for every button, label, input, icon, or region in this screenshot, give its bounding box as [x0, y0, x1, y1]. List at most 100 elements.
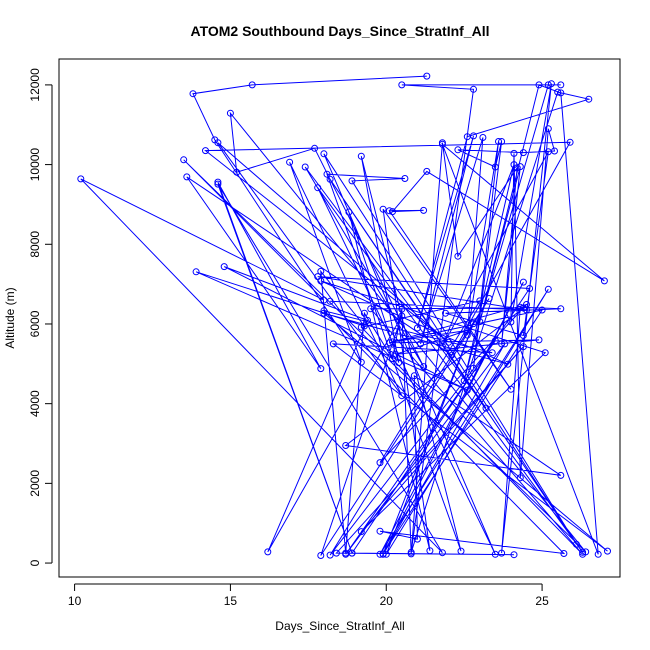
data-point [357, 152, 365, 160]
data-point [342, 550, 350, 558]
data-point [560, 550, 568, 557]
data-point [579, 548, 587, 556]
data-point [314, 184, 322, 192]
data-point [382, 550, 390, 558]
y-tick-label: 12000 [28, 68, 42, 102]
y-tick-label: 0 [28, 559, 42, 566]
data-point [413, 535, 421, 543]
series-line [80, 75, 608, 556]
data-point [594, 550, 602, 558]
data-point [600, 277, 608, 285]
data-point [183, 173, 191, 181]
data-point [438, 139, 446, 147]
x-tick-label: 20 [380, 594, 394, 608]
data-point [454, 252, 462, 260]
data-point [557, 81, 565, 89]
data-point [413, 324, 421, 332]
data-point [401, 175, 409, 182]
x-tick-label: 10 [68, 594, 82, 608]
data-point [360, 309, 368, 317]
data-point [214, 180, 222, 188]
data-point [317, 267, 325, 275]
data-point [448, 351, 456, 359]
data-point [463, 386, 471, 394]
data-point [507, 318, 515, 326]
data-point [516, 474, 524, 482]
data-point [513, 164, 521, 172]
data-point [314, 273, 322, 281]
data-point [398, 81, 406, 89]
y-axis: 0 2000 4000 6000 8000 10000 12000 [28, 68, 53, 566]
data-point [523, 306, 530, 314]
data-point [476, 297, 484, 305]
data-point [301, 163, 309, 171]
data-point [470, 132, 477, 140]
x-axis: 10 15 20 25 [68, 583, 549, 608]
data-point [286, 158, 294, 166]
data-point [579, 550, 587, 558]
data-point [360, 322, 368, 330]
data-point [510, 149, 518, 157]
data-point [423, 167, 431, 175]
data-point [248, 81, 256, 89]
data-point [332, 549, 340, 557]
data-point [454, 146, 462, 154]
data-point [442, 309, 449, 317]
data-point [398, 312, 406, 320]
y-tick-label: 10000 [28, 148, 42, 182]
data-point [376, 527, 384, 535]
data-point [495, 138, 502, 145]
data-point [220, 263, 228, 271]
data-point [417, 340, 424, 348]
data-point [519, 149, 527, 157]
data-point [192, 268, 200, 276]
data-point [348, 549, 356, 557]
data-point [77, 175, 85, 183]
data-point [385, 207, 393, 215]
data-point [214, 139, 222, 147]
data-point [544, 125, 552, 133]
data-point [519, 278, 527, 286]
data-point [398, 305, 406, 313]
data-point [214, 178, 222, 186]
data-point [407, 550, 415, 558]
x-axis-label: Days_Since_StratInf_All [275, 619, 404, 633]
chart-title: ATOM2 Southbound Days_Since_StratInf_All [191, 23, 490, 39]
data-point [389, 338, 396, 346]
data-point [348, 177, 356, 185]
data-point [320, 150, 328, 158]
data-point [445, 338, 453, 346]
data-point [226, 109, 234, 117]
data-point [457, 547, 465, 555]
data-point [516, 303, 524, 311]
data-point [488, 349, 496, 357]
data-point [410, 372, 418, 380]
data-point [557, 471, 565, 479]
y-axis-label: Altitude (m) [3, 287, 17, 348]
data-point [395, 359, 403, 367]
data-point [202, 147, 209, 155]
data-point [345, 208, 353, 216]
data-point [326, 551, 334, 559]
data-point [233, 168, 241, 176]
data-point [557, 305, 565, 313]
data-point [357, 528, 365, 536]
data-point [566, 138, 574, 146]
data-point [323, 170, 331, 178]
data-point [541, 349, 549, 357]
data-point [491, 163, 499, 171]
data-point [535, 336, 543, 344]
data-point [485, 295, 493, 302]
data-point [389, 208, 396, 216]
data-point [498, 138, 506, 145]
data-point [501, 340, 509, 348]
data-point [547, 80, 555, 88]
y-tick-label: 8000 [28, 231, 42, 258]
y-tick-label: 6000 [28, 310, 42, 337]
series-layer [77, 72, 611, 559]
data-point [470, 364, 477, 372]
data-point [180, 156, 188, 164]
data-point [585, 95, 593, 103]
data-point [385, 339, 393, 347]
data-point [498, 549, 506, 557]
